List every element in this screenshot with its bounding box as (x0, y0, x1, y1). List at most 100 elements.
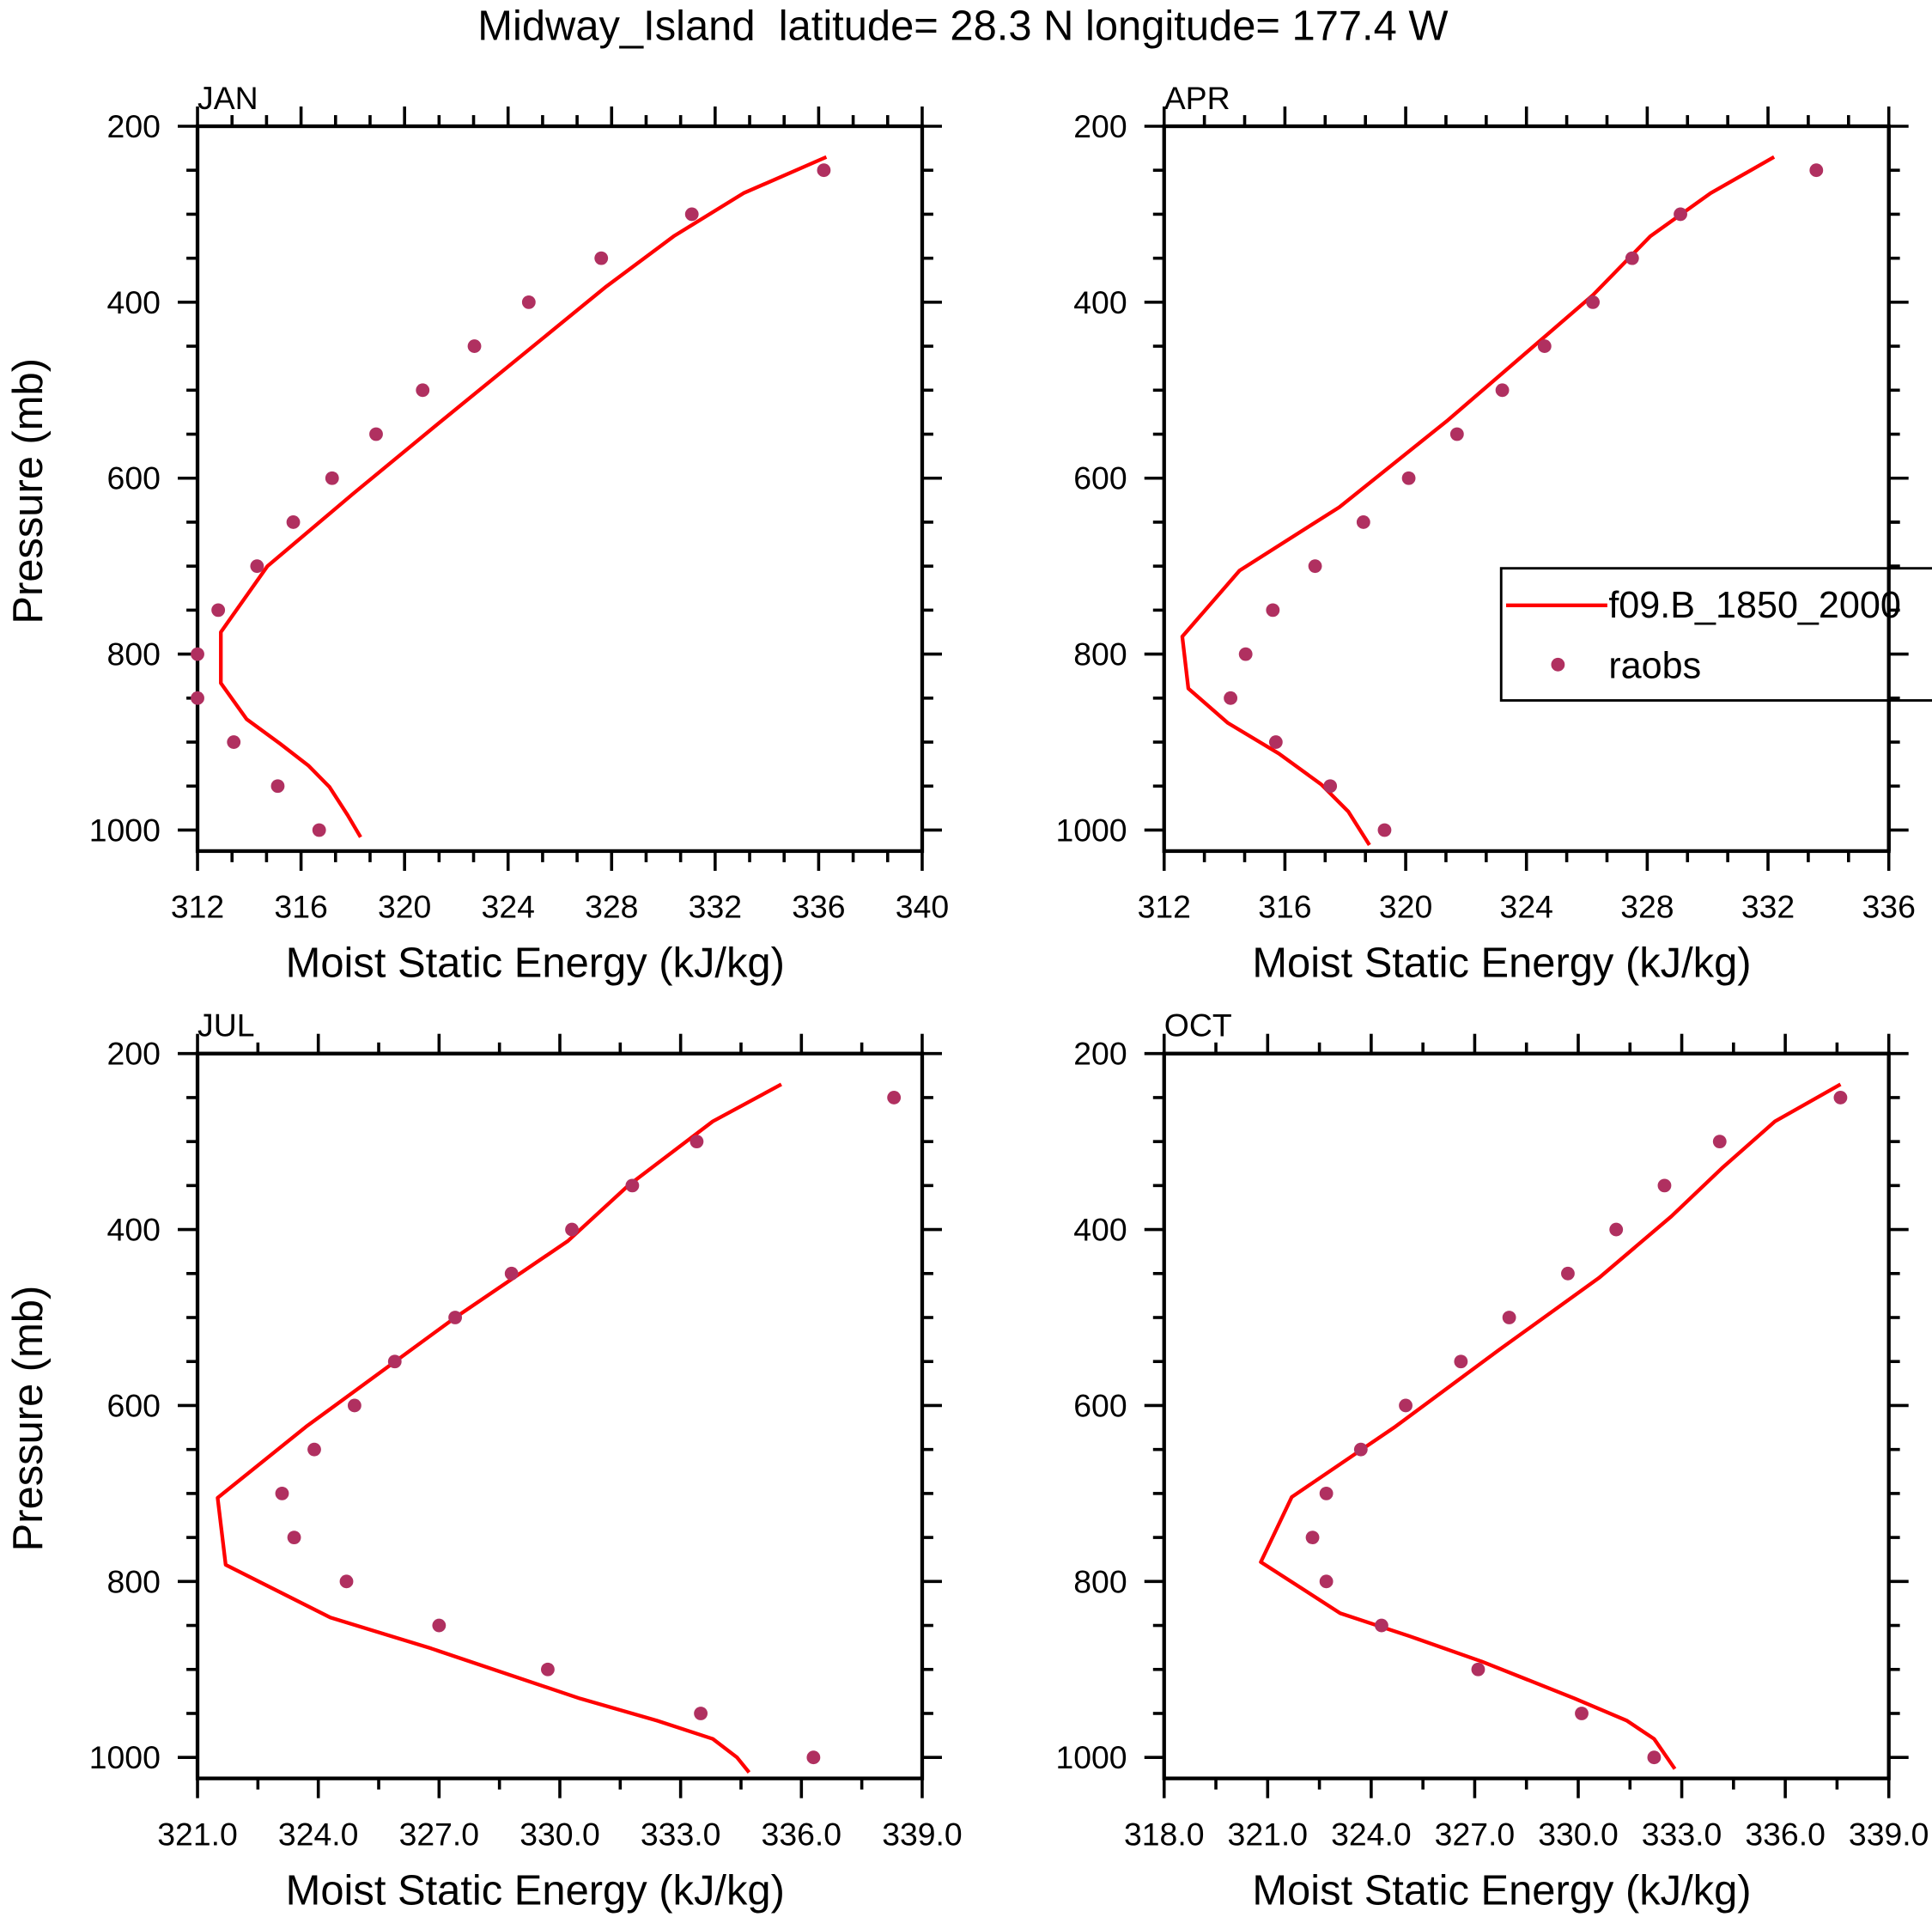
obs-point (1319, 1574, 1334, 1589)
legend-label-model: f09.B_1850_2000 (1608, 585, 1901, 626)
obs-point (817, 163, 831, 178)
obs-point (684, 207, 699, 222)
y-axis-label: Pressure (mb) (5, 1286, 52, 1552)
x-tick-label: 321.0 (157, 1816, 238, 1852)
y-tick-label: 400 (107, 1212, 161, 1248)
x-tick-label: 320 (1379, 889, 1432, 925)
panel-title: APR (1164, 80, 1230, 116)
x-tick-label: 336 (1862, 889, 1916, 925)
plot-frame (1162, 1051, 1891, 1780)
panel-jan: JAN 312 316 320 324 328 332 336 340 200 400 600 800 1… (5, 80, 949, 987)
x-tick-label: 333.0 (1642, 1816, 1722, 1852)
panel-jul: JUL 321.0 324.0 327.0 330.0 333.0 336.0 339.0 20… (5, 1007, 963, 1914)
x-tick-label: 339.0 (1849, 1816, 1929, 1852)
x-tick-label: 339.0 (882, 1816, 963, 1852)
obs-point (504, 1266, 519, 1281)
obs-point (625, 1178, 640, 1193)
obs-point (286, 515, 301, 529)
x-axis-label: Moist Static Energy (kJ/kg) (286, 1867, 785, 1914)
obs-point (270, 779, 285, 794)
obs-point (1454, 1354, 1468, 1369)
x-tick-label: 330.0 (519, 1816, 600, 1852)
panel-apr: APR 312 316 320 324 328 332 336 200 400 600 800 1000… (1055, 80, 1915, 987)
obs-point (227, 735, 241, 749)
y-tick-label: 400 (1073, 284, 1127, 320)
obs-point (1308, 559, 1322, 574)
y-tick-label: 200 (107, 108, 161, 144)
obs-point (1833, 1091, 1848, 1105)
legend-dot-swatch (1551, 657, 1565, 672)
x-tick-label: 312 (171, 889, 224, 925)
x-tick-label: 332 (1741, 889, 1795, 925)
x-tick-label: 336 (792, 889, 845, 925)
obs-point (1647, 1750, 1662, 1765)
obs-point (191, 691, 204, 705)
obs-point (1356, 515, 1370, 529)
x-tick-label: 340 (896, 889, 949, 925)
y-tick-label: 800 (107, 636, 161, 672)
x-tick-label: 320 (378, 889, 431, 925)
x-tick-label: 316 (274, 889, 327, 925)
y-tick-label: 600 (1073, 1387, 1127, 1423)
model-line (1180, 155, 1776, 847)
x-tick-label: 312 (1138, 889, 1191, 925)
obs-point (1625, 251, 1639, 265)
obs-point (467, 339, 482, 353)
x-tick-label: 318.0 (1124, 1816, 1205, 1852)
obs-point (369, 427, 383, 441)
obs-point (1238, 647, 1253, 661)
obs-point (347, 1398, 361, 1413)
x-axis-label: Moist Static Energy (kJ/kg) (286, 940, 785, 987)
obs-point (806, 1750, 821, 1765)
obs-point (1224, 691, 1238, 705)
y-tick-label: 1000 (1055, 1739, 1127, 1775)
obs-point (1575, 1707, 1589, 1720)
x-tick-label: 324 (1500, 889, 1553, 925)
x-tick-label: 328 (1620, 889, 1674, 925)
obs-point (307, 1442, 321, 1457)
x-tick-label: 336.0 (1745, 1816, 1826, 1852)
y-tick-label: 200 (1073, 108, 1127, 144)
obs-point (1674, 207, 1687, 222)
x-tick-label: 321.0 (1228, 1816, 1309, 1852)
y-tick-label: 600 (107, 1387, 161, 1423)
x-tick-label: 336.0 (762, 1816, 842, 1852)
obs-point (1537, 339, 1552, 353)
obs-point (1319, 1486, 1334, 1500)
model-line (1259, 1082, 1842, 1770)
y-tick-label: 800 (1073, 636, 1127, 672)
obs-point (594, 251, 609, 265)
obs-point (1561, 1266, 1575, 1281)
obs-point (1401, 471, 1416, 485)
obs-point (690, 1135, 704, 1149)
obs-point (1449, 427, 1464, 441)
obs-point (325, 471, 339, 485)
obs-point (1377, 823, 1392, 837)
obs-point (1305, 1531, 1320, 1545)
obs-point (541, 1662, 555, 1677)
obs-point (565, 1222, 579, 1237)
y-tick-label: 600 (1073, 460, 1127, 496)
figure-title: Midway_Island latitude= 28.3 N longitude… (477, 3, 1448, 49)
x-tick-label: 332 (689, 889, 742, 925)
x-tick-label: 324 (482, 889, 535, 925)
panel-oct: OCT 318.0 321.0 324.0 327.0 330.0 333.0 336.0 33… (1055, 1007, 1929, 1914)
y-axis-label: Pressure (mb) (5, 358, 52, 624)
obs-point (887, 1091, 902, 1105)
y-tick-label: 400 (1073, 1212, 1127, 1248)
y-tick-label: 200 (107, 1036, 161, 1072)
x-tick-label: 328 (585, 889, 638, 925)
x-axis-label: Moist Static Energy (kJ/kg) (1252, 1867, 1751, 1914)
legend-box (1499, 567, 1932, 702)
x-tick-label: 327.0 (1435, 1816, 1516, 1852)
obs-point (1495, 383, 1510, 398)
obs-point (521, 295, 536, 309)
x-tick-label: 324.0 (278, 1816, 359, 1852)
obs-point (1502, 1311, 1516, 1324)
obs-point (694, 1707, 708, 1720)
y-tick-label: 1000 (89, 1739, 161, 1775)
x-tick-label: 324.0 (1331, 1816, 1412, 1852)
obs-point (432, 1618, 447, 1633)
